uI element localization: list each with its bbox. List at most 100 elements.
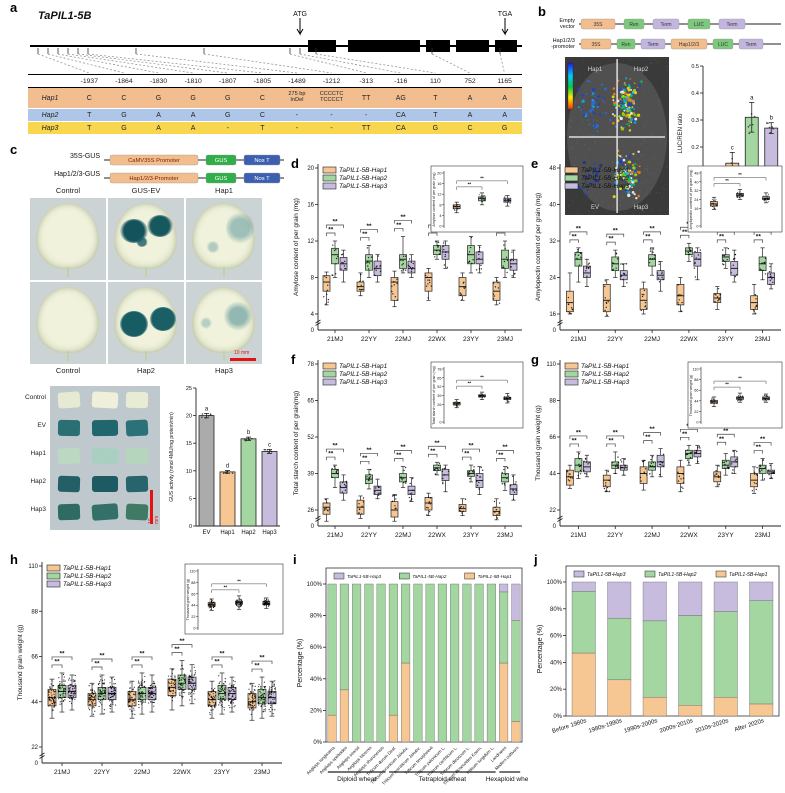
starch-box-chart: 0 26 39 52 65 78 Total starch content of per g… <box>288 354 526 550</box>
panel-e-label: e <box>531 156 539 171</box>
leaf-piece <box>57 391 81 409</box>
svg-text:32: 32 <box>694 189 698 193</box>
svg-text:d: d <box>226 464 229 470</box>
svg-text:vector: vector <box>560 24 575 30</box>
panel-c-label: c <box>10 142 18 157</box>
gel-row-label: Hap1 <box>30 450 46 457</box>
svg-text:**: ** <box>756 233 762 240</box>
svg-text:10: 10 <box>186 469 192 475</box>
luc-construct-diagram: Empty vector 35S Ren Term LUC Term Hap1/2/3 -pro… <box>533 10 785 56</box>
leaf-column-label: Control <box>55 186 81 195</box>
svg-text:Empty: Empty <box>559 18 575 24</box>
svg-text:23MJ: 23MJ <box>755 336 771 343</box>
svg-text:23MJ: 23MJ <box>497 336 513 343</box>
svg-text:**: ** <box>366 223 372 230</box>
svg-text:16: 16 <box>549 312 556 318</box>
svg-text:**: ** <box>362 231 368 238</box>
svg-text:0.4: 0.4 <box>691 91 699 97</box>
svg-text:22MJ: 22MJ <box>395 532 411 539</box>
svg-text:39: 39 <box>307 472 314 478</box>
svg-text:Term: Term <box>726 22 737 28</box>
svg-text:66: 66 <box>694 389 698 393</box>
svg-text:66: 66 <box>31 655 38 661</box>
svg-text:**: ** <box>59 650 65 657</box>
svg-text:**: ** <box>725 178 729 183</box>
svg-text:22: 22 <box>549 508 556 514</box>
svg-text:**: ** <box>134 658 140 665</box>
svg-text:110: 110 <box>692 368 698 372</box>
gel-row-label: Hap2 <box>30 478 46 485</box>
svg-text:0.5: 0.5 <box>691 64 699 70</box>
svg-text:Hap1/2/3-GUS: Hap1/2/3-GUS <box>54 171 100 178</box>
svg-text:b: b <box>247 430 251 436</box>
panel-a-gene-structure: TaPIL1-5B ATG TGA -1937 -1864 -1830 -1810 -1807… <box>8 2 533 142</box>
svg-text:1990s-2000s: 1990s-2000s <box>624 718 659 734</box>
svg-text:21MJ: 21MJ <box>327 532 343 539</box>
leaf-column-label: Control <box>55 366 81 375</box>
svg-text:88: 88 <box>31 609 38 615</box>
svg-text:8: 8 <box>439 203 441 207</box>
leaf-column-label: Hap3 <box>215 366 233 375</box>
svg-text:0: 0 <box>189 524 192 530</box>
amylose-box-chart: 0 4 8 12 16 20 Amylose content of per grain (m… <box>288 158 526 354</box>
svg-text:**: ** <box>480 375 484 380</box>
svg-text:TaPIL1-5B-Hap2: TaPIL1-5B-Hap2 <box>581 371 630 378</box>
svg-text:**: ** <box>738 172 742 177</box>
svg-text:1980s-1990s: 1980s-1990s <box>588 718 623 734</box>
gel-row-label: Control <box>25 394 46 401</box>
tgw_h-plot: 0 22 44 66 88 110 Thousand grain weight (g) 21M… <box>17 562 284 776</box>
svg-text:**: ** <box>468 381 472 386</box>
svg-text:15: 15 <box>186 441 192 447</box>
svg-text:110: 110 <box>189 570 195 574</box>
svg-text:TaPIL1-5B-Hap2: TaPIL1-5B-Hap2 <box>658 572 697 578</box>
gus-leaf-photo <box>30 282 106 364</box>
leaf-piece-photo: 10 mm <box>50 386 160 530</box>
leaf-piece <box>125 447 149 465</box>
svg-text:52: 52 <box>307 435 314 441</box>
leaf-piece <box>91 391 119 409</box>
gus-leafpiece-image: 10 mm Control EV Hap1 Hap2 Hap3 <box>8 386 164 536</box>
gus_activity-plot: 0 5 10 15 20 25 GUS activity (nmol 4MU/mg prot… <box>169 386 280 536</box>
svg-text:23YY: 23YY <box>718 532 735 539</box>
amylopectin-box-chart: 0 16 24 32 40 48 Amylopectin content of per gr… <box>528 158 785 354</box>
svg-text:20%: 20% <box>550 687 563 693</box>
svg-text:Hexaploid wheat: Hexaploid wheat <box>486 776 528 783</box>
svg-text:22YY: 22YY <box>361 532 378 539</box>
svg-text:48: 48 <box>549 166 556 172</box>
svg-text:22WX: 22WX <box>428 336 446 343</box>
svg-text:32: 32 <box>549 239 556 245</box>
decades-stacked-chart: 0% 20% 40% 60% 80% 100% Percentage (%) Before 1… <box>530 554 785 766</box>
svg-text:0: 0 <box>696 421 698 425</box>
tgw-population-box-chart: 0 22 44 66 88 110 Thousand grain weight (g) 21M… <box>8 554 286 791</box>
svg-text:TaPIL1-5B-Hap1: TaPIL1-5B-Hap1 <box>581 363 630 370</box>
svg-text:0: 0 <box>193 627 195 631</box>
svg-text:35S-GUS: 35S-GUS <box>70 153 100 160</box>
svg-text:**: ** <box>259 655 265 662</box>
svg-text:LUC: LUC <box>694 22 704 28</box>
svg-text:16: 16 <box>307 203 314 209</box>
svg-text:Nos T: Nos T <box>254 158 270 164</box>
svg-text:22MJ: 22MJ <box>644 336 660 343</box>
svg-text:**: ** <box>738 376 742 381</box>
leaf-piece <box>91 447 119 465</box>
svg-text:**: ** <box>682 431 688 438</box>
c-constructs-plot: 35S-GUS CaMV35S Promoter GUS Nos T Hap1/2/3-… <box>54 153 284 184</box>
svg-text:0: 0 <box>439 225 441 229</box>
svg-text:0.2: 0.2 <box>691 145 699 151</box>
svg-text:22MJ: 22MJ <box>644 532 660 539</box>
svg-text:0: 0 <box>553 328 557 334</box>
luminescence-leaf-image: Hap1 Hap2 EV Hap3 <box>564 56 670 215</box>
svg-text:**: ** <box>480 175 484 180</box>
svg-text:26: 26 <box>307 508 314 514</box>
svg-text:TaPIL1-5B-Hap3: TaPIL1-5B-Hap3 <box>581 183 630 190</box>
svg-text:TaPIL1-5B-Hap1: TaPIL1-5B-Hap1 <box>339 167 388 174</box>
svg-text:**: ** <box>366 447 372 454</box>
svg-text:**: ** <box>174 646 180 653</box>
svg-text:**: ** <box>94 661 100 668</box>
svg-text:Hap2: Hap2 <box>241 530 256 536</box>
svg-text:**: ** <box>502 444 508 451</box>
svg-text:**: ** <box>760 436 766 443</box>
